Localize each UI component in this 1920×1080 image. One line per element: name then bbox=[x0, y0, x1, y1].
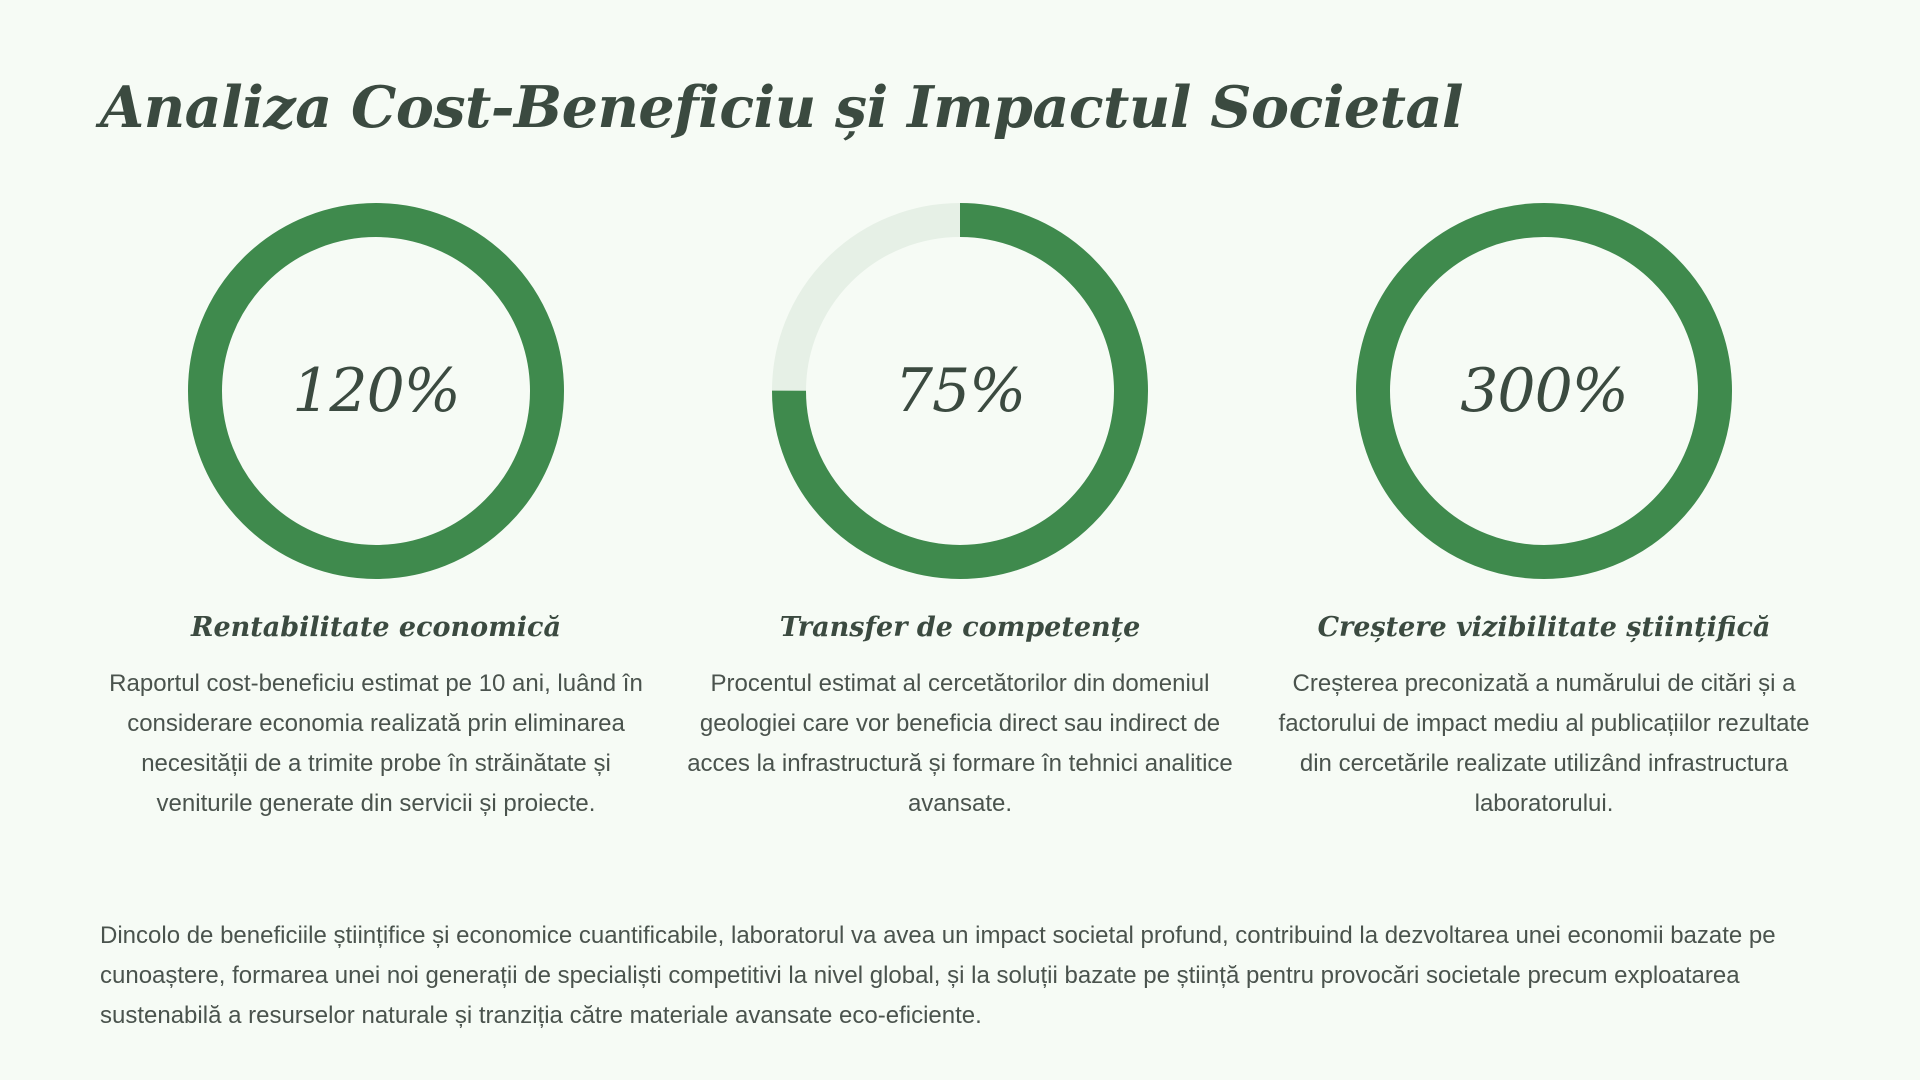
progress-ring-fill bbox=[772, 203, 1148, 579]
progress-ring: 300% bbox=[1356, 203, 1732, 579]
progress-ring: 120% bbox=[188, 203, 564, 579]
metric-value: 120% bbox=[292, 356, 461, 426]
progress-ring-fill bbox=[1356, 203, 1732, 579]
metric-description: Raportul cost-beneficiu estimat pe 10 an… bbox=[109, 670, 643, 817]
metric-description: Creșterea preconizată a numărului de cit… bbox=[1278, 670, 1810, 817]
metric-title: Rentabilitate economică bbox=[191, 612, 561, 643]
summary-paragraph: Dincolo de beneficiile științifice și ec… bbox=[100, 922, 1776, 1029]
metric-title: Transfer de competențe bbox=[779, 612, 1141, 643]
progress-ring-fill bbox=[188, 203, 564, 579]
metric-title: Creștere vizibilitate științifică bbox=[1317, 612, 1771, 643]
page-title: Analiza Cost-Beneficiu și Impactul Socie… bbox=[100, 74, 1464, 141]
metric-value: 300% bbox=[1460, 356, 1629, 426]
metric-description: Procentul estimat al cercetătorilor din … bbox=[687, 670, 1233, 817]
progress-ring: 75% bbox=[772, 203, 1148, 579]
metric-value: 75% bbox=[894, 356, 1026, 426]
